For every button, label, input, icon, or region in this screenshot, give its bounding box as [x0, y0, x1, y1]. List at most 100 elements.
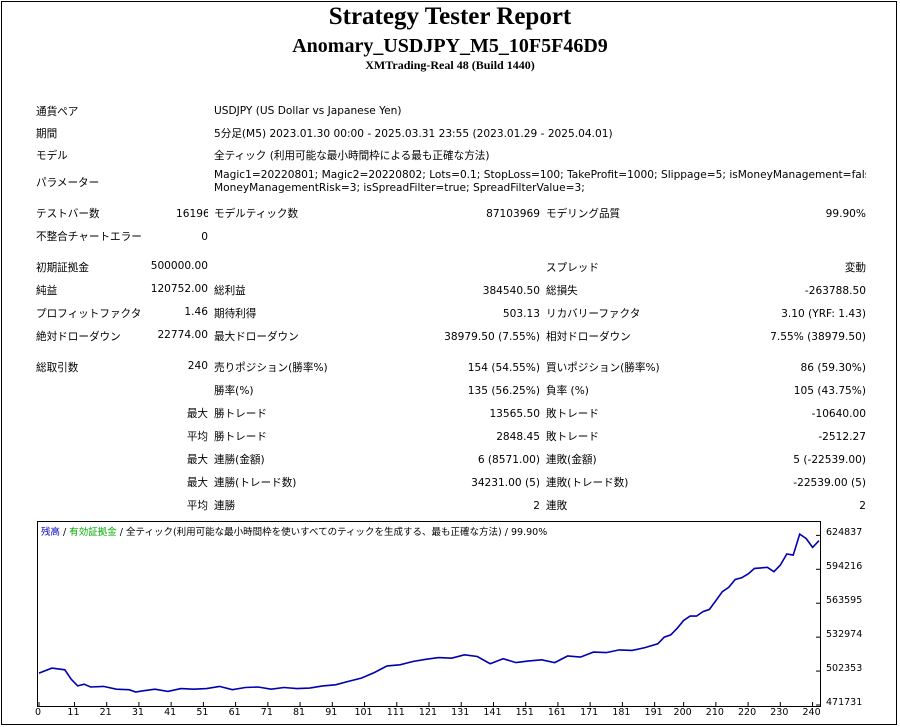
- largest-prefix: 最大: [186, 408, 208, 420]
- quality-value: 99.90%: [825, 207, 866, 220]
- ticks-value: 87103969: [486, 207, 540, 220]
- x-tick-label: 21: [99, 707, 112, 718]
- x-tick-label: 210: [705, 707, 724, 718]
- x-tick-label: 101: [354, 707, 373, 718]
- deposit-value: 500000.00: [150, 260, 208, 272]
- largest-loss-value: -10640.00: [811, 407, 866, 420]
- row-pf: プロフィットファクタ 1.46 期待利得 503.13 リカバリーファクタ 3.…: [36, 302, 866, 325]
- row-params: パラメーター Magic1=20220801; Magic2=20220802;…: [36, 166, 866, 198]
- mismatch-label: 不整合チャートエラー: [36, 231, 142, 243]
- bars-label: テストバー数: [36, 208, 100, 220]
- cons-wins-count-value: 34231.00 (5): [471, 476, 540, 489]
- row-win-pct: 勝率(%) 135 (56.25%) 負率 (%) 105 (43.75%): [36, 379, 866, 402]
- chart-legend: 残高 / 有効証拠金 / 全ティック(利用可能な最小時間枠を使いすべてのティック…: [41, 524, 547, 538]
- bars-value: 161969: [176, 207, 208, 220]
- gross-profit-label: 総利益: [214, 285, 246, 297]
- largest-loss-label: 敗トレード: [546, 408, 599, 420]
- stats-table: テストバー数 161969 モデルティック数 87103969 モデリング品質 …: [36, 202, 866, 517]
- x-tick-label: 151: [515, 707, 534, 718]
- legend-model: 全ティック(利用可能な最小時間枠を使いすべてのティックを生成する、最も正確な方法…: [126, 527, 502, 538]
- avg-cons-loss-value: 2: [859, 499, 866, 512]
- row-trades: 総取引数 240 売りポジション(勝率%) 154 (54.55%) 買いポジシ…: [36, 356, 866, 379]
- row-cons-count: 最大 連勝(トレード数) 34231.00 (5) 連敗(トレード数) -225…: [36, 471, 866, 494]
- ticks-label: モデルティック数: [214, 208, 299, 220]
- spread-label: スプレッド: [546, 262, 599, 274]
- row-net: 純益 120752.00 総利益 384540.50 総損失 -263788.5…: [36, 279, 866, 302]
- cons-loss-money-value: 5 (-22539.00): [793, 453, 866, 466]
- trades-label: 総取引数: [36, 362, 79, 374]
- y-tick-label: 624837: [826, 527, 863, 539]
- x-tick-label: 200: [673, 707, 692, 718]
- x-tick-label: 230: [770, 707, 789, 718]
- x-tick-label: 61: [228, 707, 241, 718]
- long-value: 86 (59.30%): [800, 361, 866, 374]
- y-tick-label: 532974: [826, 629, 863, 641]
- x-tick-label: 31: [131, 707, 144, 718]
- pf-value: 1.46: [184, 306, 208, 318]
- cons-money-prefix: 最大: [186, 454, 208, 466]
- net-label: 純益: [36, 285, 58, 297]
- row-symbol: 通貨ペア USDJPY (US Dollar vs Japanese Yen): [36, 100, 866, 122]
- gross-loss-label: 総損失: [546, 285, 578, 297]
- info-table: 通貨ペア USDJPY (US Dollar vs Japanese Yen) …: [36, 100, 866, 198]
- params-line-1: Magic1=20220801; Magic2=20220802; Lots=0…: [214, 169, 866, 181]
- x-tick-label: 111: [386, 707, 405, 718]
- cons-count-prefix: 最大: [186, 477, 208, 489]
- period-label: 期間: [36, 127, 58, 140]
- balance-line: [38, 532, 820, 693]
- params-label: パラメーター: [36, 176, 100, 189]
- y-tick-label: 594216: [826, 561, 863, 573]
- recovery-label: リカバリーファクタ: [546, 308, 641, 320]
- net-value: 120752.00: [150, 283, 208, 295]
- max-dd-label: 最大ドローダウン: [214, 331, 299, 343]
- y-tick-label: 502353: [826, 663, 863, 675]
- gross-loss-value: -263788.50: [804, 284, 866, 297]
- model-value: 全ティック (利用可能な最小時間枠による最も正確な方法): [214, 149, 490, 162]
- x-tick-label: 161: [547, 707, 566, 718]
- legend-quality: / 99.90%: [501, 527, 548, 538]
- row-mismatch: 不整合チャートエラー 0: [36, 225, 866, 248]
- x-tick-label: 51: [196, 707, 209, 718]
- avg-win-label: 勝トレード: [214, 431, 267, 443]
- report-table: 通貨ペア USDJPY (US Dollar vs Japanese Yen) …: [36, 100, 866, 517]
- row-largest: 最大 勝トレード 13565.50 敗トレード -10640.00: [36, 402, 866, 425]
- cons-wins-money-label: 連勝(金額): [214, 454, 265, 466]
- avg-loss-value: -2512.27: [818, 430, 866, 443]
- avg-loss-label: 敗トレード: [546, 431, 599, 443]
- x-tick-label: 11: [67, 707, 80, 718]
- avg-cons-loss-label: 連敗: [546, 500, 568, 512]
- x-tick-label: 121: [418, 707, 438, 718]
- x-tick-label: 71: [260, 707, 273, 718]
- max-dd-value: 38979.50 (7.55%): [444, 330, 540, 343]
- x-tick-label: 131: [451, 707, 470, 718]
- abs-dd-value: 22774.00: [157, 329, 208, 341]
- row-average: 平均 勝トレード 2848.45 敗トレード -2512.27: [36, 425, 866, 448]
- quality-label: モデリング品質: [546, 208, 621, 220]
- symbol-label: 通貨ペア: [36, 105, 79, 118]
- loss-pct-label: 負率 (%): [546, 385, 589, 397]
- expected-value: 503.13: [502, 307, 540, 320]
- row-deposit: 初期証拠金 500000.00 スプレッド 変動: [36, 256, 866, 279]
- long-label: 買いポジション(勝率%): [546, 362, 660, 374]
- cons-loss-money-label: 連敗(金額): [546, 454, 597, 466]
- x-tick-label: 240: [802, 707, 821, 718]
- x-tick-label: 81: [293, 707, 306, 718]
- row-period: 期間 5分足(M5) 2023.01.30 00:00 - 2025.03.31…: [36, 122, 866, 144]
- row-model: モデル 全ティック (利用可能な最小時間枠による最も正確な方法): [36, 144, 866, 166]
- mismatch-value: 0: [201, 230, 208, 243]
- cons-wins-money-value: 6 (8571.00): [477, 453, 540, 466]
- rel-dd-value: 7.55% (38979.50): [770, 330, 866, 343]
- avg-cons-wins-label: 連勝: [214, 500, 236, 512]
- balance-chart-svg: [38, 532, 820, 706]
- x-tick-label: 181: [612, 707, 631, 718]
- win-pct-label: 勝率(%): [214, 385, 254, 397]
- abs-dd-label: 絶対ドローダウン: [36, 331, 121, 343]
- y-tick-label: 563595: [826, 595, 863, 607]
- avg-cons-prefix: 平均: [186, 500, 208, 512]
- largest-win-label: 勝トレード: [214, 408, 267, 420]
- win-pct-value: 135 (56.25%): [467, 384, 540, 397]
- row-drawdown: 絶対ドローダウン 22774.00 最大ドローダウン 38979.50 (7.5…: [36, 325, 866, 348]
- x-tick-label: 41: [164, 707, 177, 718]
- recovery-value: 3.10 (YRF: 1.43): [781, 307, 866, 320]
